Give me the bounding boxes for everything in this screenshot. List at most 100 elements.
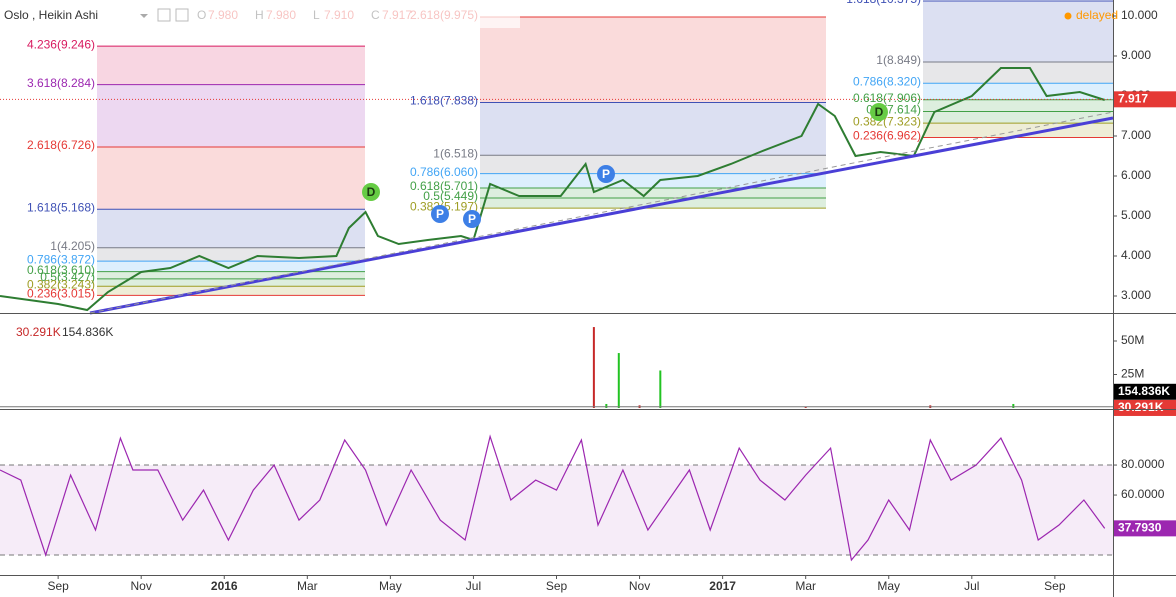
- x-tick-label: Sep: [546, 579, 568, 593]
- hide-icon[interactable]: [175, 8, 189, 22]
- fib-label: 0.786(8.320): [853, 74, 921, 88]
- fib-band: [923, 99, 1113, 112]
- volume-bar: [605, 403, 608, 408]
- price-line: [0, 67, 1106, 312]
- marker: [362, 183, 380, 201]
- x-tick-label: Sep: [47, 579, 69, 593]
- x-tick-label: Mar: [795, 579, 816, 593]
- fib-label: 0.618(5.701): [410, 179, 478, 193]
- fib-label: 2.618(6.726): [27, 138, 95, 152]
- last-volume-label-bg: [1114, 399, 1176, 416]
- fib-label: 0.5(3.427): [40, 270, 95, 284]
- last-price-label: 7.917: [1118, 91, 1148, 105]
- fib-band: [97, 146, 365, 210]
- fib-label: 1.618(5.168): [27, 200, 95, 214]
- marker: [870, 103, 888, 121]
- fib-band: [923, 62, 1113, 84]
- last-volume-label: 30.291K: [1118, 400, 1164, 414]
- settings-icon[interactable]: [157, 8, 171, 22]
- osc-line: [0, 434, 1106, 562]
- x-tick-label: Jul: [964, 579, 979, 593]
- fib-band: [480, 173, 826, 188]
- fib-label: 0.5(5.449): [423, 189, 478, 203]
- x-tick-label: Jul: [466, 579, 481, 593]
- fib-band: [480, 198, 826, 209]
- fib-band: [480, 17, 826, 103]
- fib-band: [480, 155, 826, 174]
- osc-last-label: 37.7930: [1118, 521, 1162, 535]
- fib-band: [97, 46, 365, 85]
- fib-label: 1(6.518): [433, 146, 478, 160]
- osc-last-label-bg: [1114, 520, 1176, 537]
- fib-band: [923, 111, 1113, 124]
- osc-band: [0, 465, 1113, 556]
- marker-label: D: [367, 185, 376, 199]
- y-tick-label: 7.000: [1121, 128, 1151, 142]
- volume-ma-label-bg: [1114, 383, 1176, 400]
- fib-label: 0.618(7.906): [853, 91, 921, 105]
- x-tick-label: 2017: [709, 579, 736, 593]
- volume-bar: [804, 406, 807, 408]
- fib-label: 1(4.205): [50, 239, 95, 253]
- fib-label: 0.786(6.060): [410, 165, 478, 179]
- y-tick-label: 6.000: [1121, 168, 1151, 182]
- fib-band: [923, 1, 1113, 63]
- marker-label: D: [875, 105, 884, 119]
- y-tick-label: 10.000: [1121, 8, 1158, 22]
- y-tick-label: 50M: [1121, 333, 1144, 347]
- fib-band: [97, 271, 365, 279]
- fib-label: 1.618(10.375): [846, 0, 921, 6]
- fib-label: 0.382(3.243): [27, 277, 95, 291]
- y-tick-label: 4.000: [1121, 248, 1151, 262]
- y-tick-label: 80.0000: [1121, 457, 1165, 471]
- status-dot: [1064, 12, 1072, 20]
- fib-label: 4.236(9.246): [27, 37, 95, 51]
- y-tick-label: 25M: [1121, 367, 1144, 381]
- fib-label: 0.236(3.015): [27, 287, 95, 301]
- marker-label: P: [436, 207, 444, 221]
- fib-band: [97, 209, 365, 248]
- fib-band: [97, 84, 365, 147]
- main-layer: [0, 67, 1113, 562]
- last-price-label-bg: [1114, 91, 1176, 108]
- marker: [431, 205, 449, 223]
- x-tick-label: Nov: [629, 579, 650, 593]
- fib-band: [923, 83, 1113, 100]
- fib-band: [97, 286, 365, 296]
- x-tick-label: May: [379, 579, 402, 593]
- trend-line: [89, 116, 1114, 315]
- fib-layer: [0, 0, 1113, 556]
- fib-band: [480, 187, 826, 199]
- y-tick-label: 60.0000: [1121, 487, 1165, 501]
- symbol-title[interactable]: Oslo , Heikin Ashi: [4, 8, 98, 22]
- status: delayed: [1076, 8, 1118, 22]
- fib-label: 0.618(3.610): [27, 263, 95, 277]
- volume-legend: 154.836K: [62, 325, 113, 339]
- dropdown-icon[interactable]: [140, 14, 148, 18]
- fib-band: [97, 278, 365, 287]
- x-tick-label: Mar: [297, 579, 318, 593]
- y-tick-label: 5.000: [1121, 208, 1151, 222]
- volume-bar: [659, 370, 662, 408]
- volume-bar: [617, 353, 620, 408]
- fib-band: [97, 247, 365, 262]
- volume-bar: [592, 327, 595, 408]
- volume-bar: [1012, 403, 1015, 408]
- x-tick-label: Sep: [1044, 579, 1066, 593]
- x-tick-label: 2016: [211, 579, 238, 593]
- y-tick-label: 9.000: [1121, 48, 1151, 62]
- x-tick-label: Nov: [131, 579, 152, 593]
- marker: [463, 210, 481, 228]
- volume-legend: 30.291K: [16, 325, 61, 339]
- header-bg: [0, 4, 520, 28]
- marker-label: P: [602, 167, 610, 181]
- fib-label: 3.618(8.284): [27, 76, 95, 90]
- fib-label: 0.236(6.962): [853, 129, 921, 143]
- volume-ma-label: 154.836K: [1118, 384, 1170, 398]
- fib-label: 0.382(7.323): [853, 114, 921, 128]
- fib-label: 1.618(7.838): [410, 94, 478, 108]
- trend-line-dashed: [89, 111, 1114, 314]
- marker: [597, 165, 615, 183]
